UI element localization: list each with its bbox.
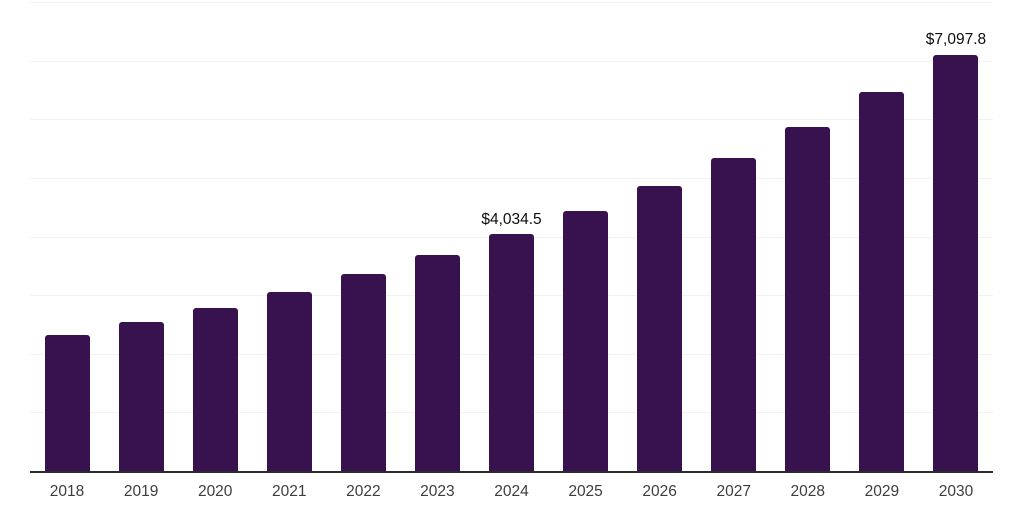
bar-2022[interactable]	[340, 274, 386, 471]
plot-area: $4,034.5 $7,097.8	[30, 2, 993, 473]
bar-2026[interactable]	[637, 186, 683, 471]
x-tick-label-2019: 2019	[123, 483, 159, 500]
x-tick-label-2027: 2027	[716, 483, 751, 500]
bar-2027[interactable]	[711, 157, 757, 471]
x-tick-label-2029: 2029	[864, 483, 900, 500]
x-tick-label-2028: 2028	[790, 483, 826, 500]
bar-2029[interactable]	[859, 92, 905, 471]
x-tick-label-2024: 2024	[494, 483, 529, 500]
bar-2028[interactable]	[785, 126, 831, 471]
data-label-2030: $7,097.8	[925, 31, 987, 49]
x-tick-label-2030: 2030	[938, 483, 974, 500]
bar-2030[interactable]	[933, 54, 979, 471]
bar-2018[interactable]	[44, 334, 90, 471]
x-tick-label-2023: 2023	[420, 483, 455, 500]
bar-2025[interactable]	[563, 211, 609, 471]
x-tick-label-2022: 2022	[346, 483, 381, 500]
bar-2023[interactable]	[414, 254, 460, 471]
bar-2024[interactable]	[489, 234, 534, 471]
bar-2020[interactable]	[192, 307, 238, 471]
gridline-7000	[30, 60, 993, 62]
x-tick-label-2026: 2026	[642, 483, 677, 500]
gridline-6000	[30, 119, 993, 121]
x-tick-label-2018: 2018	[49, 483, 85, 500]
bar-2019[interactable]	[118, 321, 164, 471]
x-axis-tick-labels: 2018 2019 2020 2021 2022 2023 2024 2025 2026 2027…	[30, 484, 993, 506]
x-tick-label-2020: 2020	[197, 483, 233, 500]
x-tick-label-2021: 2021	[272, 483, 307, 500]
gridline-5000	[30, 177, 993, 179]
x-tick-label-2025: 2025	[568, 483, 603, 500]
gridline-8000	[30, 2, 993, 3]
data-label-2024: $4,034.5	[481, 210, 542, 228]
bar-2021[interactable]	[266, 291, 312, 471]
